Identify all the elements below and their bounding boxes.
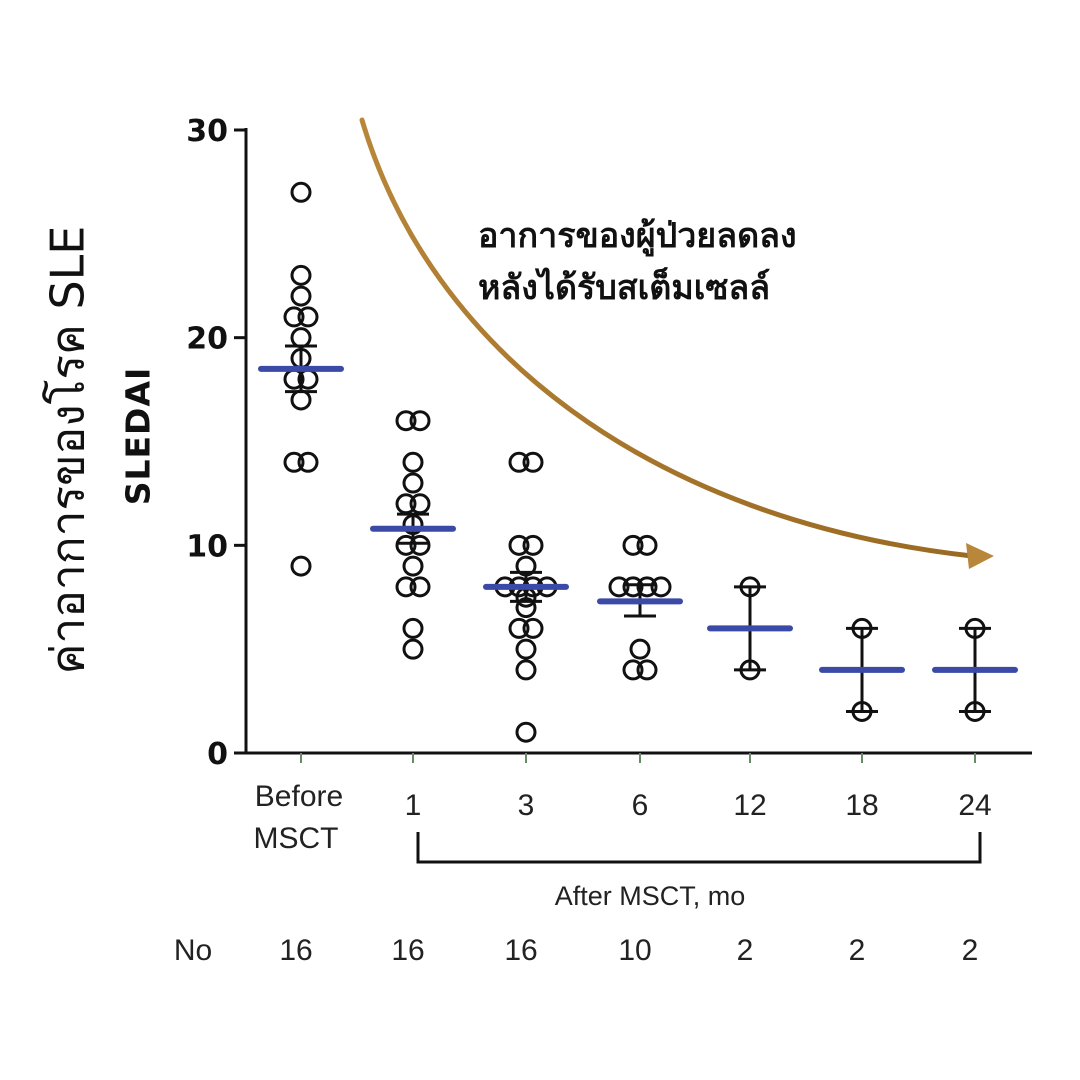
data-point xyxy=(515,721,537,743)
data-point xyxy=(622,659,644,681)
trend-arrow-head xyxy=(966,543,994,569)
data-point xyxy=(409,576,431,598)
count-value: 2 xyxy=(737,934,754,967)
data-point xyxy=(739,659,761,681)
x-tick-label: 3 xyxy=(518,789,535,822)
data-point xyxy=(636,534,658,556)
x-tick-label-line2: MSCT xyxy=(254,822,339,855)
outer-y-label: ค่าอาการของโรค SLE xyxy=(40,225,95,675)
annotation-text: อาการของผู้ป่วยลดลง หลังได้รับสเต็มเซลล์ xyxy=(478,210,797,314)
after-msct-bracket: After MSCT, mo xyxy=(416,832,982,911)
x-tick-label: 24 xyxy=(958,789,991,822)
y-tick-label: 0 xyxy=(207,737,228,772)
annotation-line-2: หลังได้รับสเต็มเซลล์ xyxy=(478,268,771,308)
data-point xyxy=(297,451,319,473)
count-value: 16 xyxy=(391,934,424,967)
data-point xyxy=(622,576,644,598)
data-point xyxy=(402,638,424,660)
data-point xyxy=(395,534,417,556)
data-point xyxy=(290,264,312,286)
axes xyxy=(244,128,1032,755)
data-point xyxy=(402,451,424,473)
data-point xyxy=(650,576,672,598)
data-point xyxy=(402,617,424,639)
x-tick-label: 1 xyxy=(405,789,422,822)
y-axis-label: SLEDAI xyxy=(118,366,158,506)
data-point xyxy=(739,576,761,598)
x-tick-label-line1: Before xyxy=(255,780,343,813)
data-point xyxy=(508,617,530,639)
data-point xyxy=(409,410,431,432)
count-value: 2 xyxy=(962,934,979,967)
x-axis-label: After MSCT, mo xyxy=(555,881,746,911)
data-point xyxy=(515,555,537,577)
data-point xyxy=(395,410,417,432)
bracket-line xyxy=(416,832,982,864)
data-point xyxy=(964,617,986,639)
data-point xyxy=(622,534,644,556)
trend-arrow-curve xyxy=(359,117,975,559)
data-point xyxy=(283,306,305,328)
data-point xyxy=(402,514,424,536)
x-tick-label: 12 xyxy=(733,789,766,822)
y-tick-label: 10 xyxy=(186,529,228,564)
data-point xyxy=(636,659,658,681)
count-value: 10 xyxy=(618,934,651,967)
data-point xyxy=(409,534,431,556)
data-point xyxy=(851,617,873,639)
data-point xyxy=(851,700,873,722)
data-point xyxy=(515,638,537,660)
trend-arrow xyxy=(359,117,994,569)
counts-row: 16 16 16 10 2 2 2 No xyxy=(174,934,979,967)
data-point xyxy=(522,451,544,473)
data-point xyxy=(608,576,630,598)
data-point xyxy=(297,306,319,328)
annotation-line-1: อาการของผู้ป่วยลดลง xyxy=(478,216,797,256)
data-point xyxy=(290,285,312,307)
count-value: 16 xyxy=(504,934,537,967)
data-point xyxy=(522,617,544,639)
data-point xyxy=(290,389,312,411)
data-point xyxy=(629,638,651,660)
data-point xyxy=(515,597,537,619)
data-point xyxy=(409,493,431,515)
data-point xyxy=(402,472,424,494)
data-point xyxy=(508,451,530,473)
count-value: 2 xyxy=(849,934,866,967)
data-point xyxy=(290,555,312,577)
data-point xyxy=(508,534,530,556)
data-marks xyxy=(258,181,1018,743)
counts-row-label: No xyxy=(174,934,212,967)
x-tick-label: 18 xyxy=(845,789,878,822)
data-point xyxy=(522,534,544,556)
data-point xyxy=(402,555,424,577)
data-point xyxy=(290,327,312,349)
count-value: 16 xyxy=(279,934,312,967)
data-point xyxy=(636,576,658,598)
data-point xyxy=(515,659,537,681)
y-tick-label: 30 xyxy=(186,114,228,149)
y-tick-label: 20 xyxy=(186,322,228,357)
data-point xyxy=(290,181,312,203)
data-point xyxy=(395,576,417,598)
data-point xyxy=(283,451,305,473)
data-point xyxy=(964,700,986,722)
x-tick-label: 6 xyxy=(632,789,649,822)
data-point xyxy=(395,493,417,515)
x-tick-labels: Before MSCT 1 3 6 12 18 24 xyxy=(254,780,992,855)
y-ticks: 0 10 20 30 xyxy=(186,114,976,772)
